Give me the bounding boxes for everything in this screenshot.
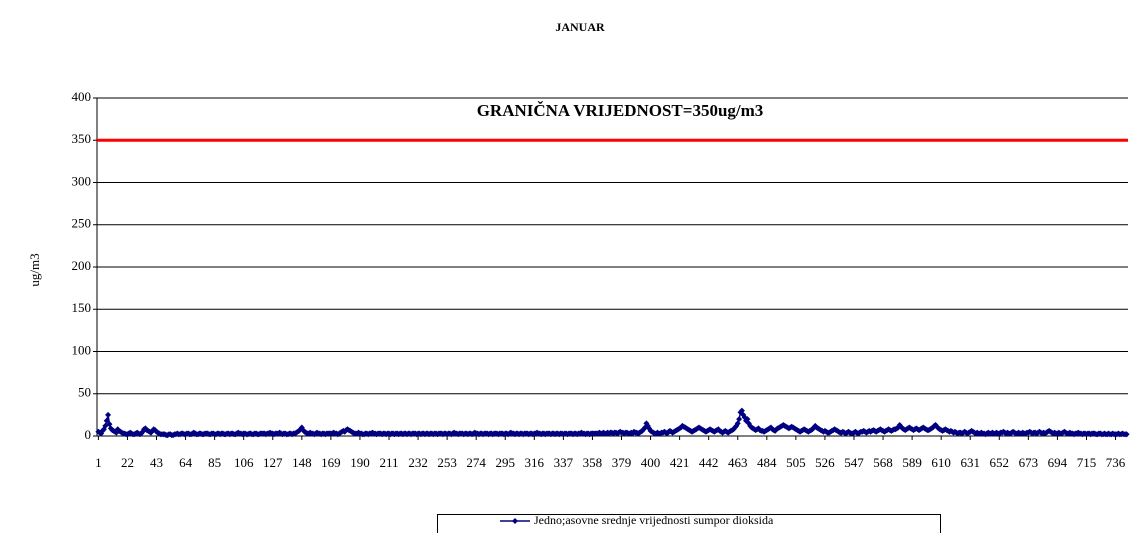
y-tick-label: 400 [72,89,92,104]
x-tick-label: 379 [612,455,632,470]
x-tick-label: 484 [757,455,777,470]
x-tick-label: 274 [466,455,486,470]
legend-box [437,514,941,533]
x-tick-label: 295 [495,455,515,470]
data-point [103,417,110,424]
x-tick-label: 715 [1077,455,1097,470]
x-tick-label: 400 [641,455,661,470]
x-tick-label: 106 [234,455,254,470]
x-tick-label: 148 [292,455,312,470]
data-point [1123,431,1130,438]
x-tick-label: 589 [902,455,922,470]
x-tick-label: 43 [150,455,163,470]
y-axis-label: ug/m3 [27,253,42,286]
x-tick-label: 211 [379,455,398,470]
x-tick-label: 421 [670,455,690,470]
x-tick-label: 64 [179,455,193,470]
x-tick-label: 610 [931,455,951,470]
x-tick-label: 22 [121,455,134,470]
data-point [105,411,112,418]
legend-label: Jedno;asovne srednje vrijednosti sumpor … [534,513,774,527]
x-tick-label: 505 [786,455,806,470]
y-tick-label: 50 [78,385,91,400]
x-tick-label: 85 [208,455,221,470]
y-tick-label: 350 [72,131,92,146]
x-tick-label: 736 [1106,455,1126,470]
x-tick-label: 694 [1048,455,1068,470]
chart-title: JANUAR [555,20,605,34]
x-tick-label: 232 [408,455,428,470]
legend-marker [512,518,518,524]
y-tick-label: 300 [72,173,92,188]
x-tick-label: 253 [437,455,457,470]
x-tick-label: 337 [554,455,574,470]
y-tick-label: 200 [72,258,92,273]
y-tick-label: 100 [72,342,92,357]
x-tick-label: 442 [699,455,719,470]
annotation: GRANIČNA VRIJEDNOST=350ug/m3 [477,101,764,120]
x-tick-label: 526 [815,455,835,470]
x-tick-label: 316 [525,455,545,470]
x-tick-label: 358 [583,455,603,470]
y-tick-label: 250 [72,216,92,231]
x-tick-label: 127 [263,455,283,470]
x-tick-label: 1 [95,455,102,470]
y-tick-label: 150 [72,300,92,315]
x-tick-label: 631 [960,455,980,470]
x-tick-label: 652 [990,455,1010,470]
data-point [736,416,743,423]
x-tick-label: 190 [350,455,370,470]
x-tick-label: 568 [873,455,893,470]
x-tick-label: 463 [728,455,748,470]
x-tick-label: 169 [321,455,341,470]
x-tick-label: 547 [844,455,864,470]
y-tick-label: 0 [85,427,92,442]
x-tick-label: 673 [1019,455,1039,470]
